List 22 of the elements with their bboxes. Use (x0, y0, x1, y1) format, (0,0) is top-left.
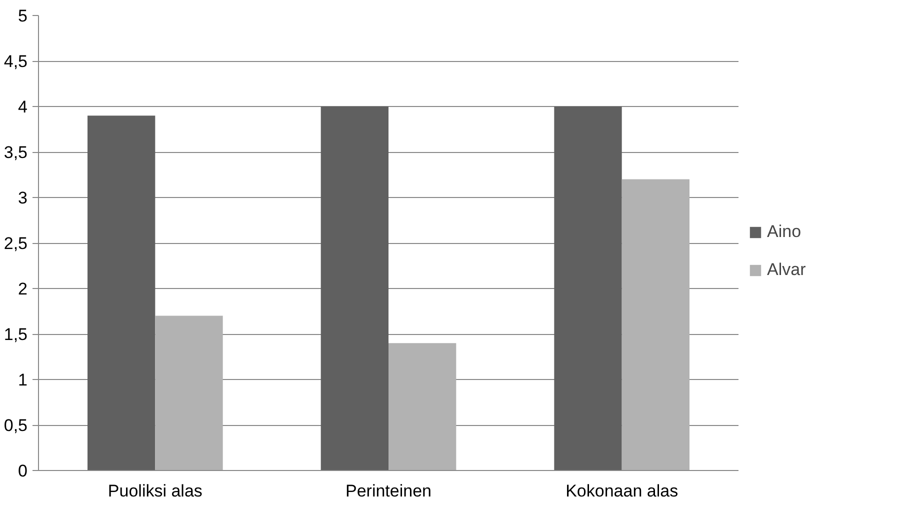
y-tick-label: 0 (18, 462, 28, 480)
bar (320, 106, 388, 470)
y-tick-label: 1,5 (4, 325, 28, 344)
legend-label: Alvar (767, 260, 806, 280)
x-tick-label: Perinteinen (346, 482, 432, 500)
bar (622, 179, 690, 470)
y-tick-label: 2,5 (4, 234, 28, 253)
y-tick-label: 2 (18, 280, 28, 298)
y-tick-label: 4,5 (4, 52, 28, 71)
y-tick-label: 0,5 (4, 416, 28, 435)
legend-label: Aino (767, 222, 802, 242)
x-tick-label: Kokonaan alas (566, 482, 678, 500)
y-tick-label: 5 (18, 6, 28, 26)
x-tick-label: Puoliksi alas (108, 482, 202, 500)
bar (88, 116, 156, 470)
bar (554, 106, 622, 470)
y-tick-label: 4 (18, 98, 28, 116)
y-tick-label: 1 (18, 370, 28, 390)
y-tick-label: 3 (18, 188, 28, 208)
bar (388, 343, 456, 470)
bar (155, 316, 223, 470)
y-tick-label: 3,5 (4, 143, 28, 162)
